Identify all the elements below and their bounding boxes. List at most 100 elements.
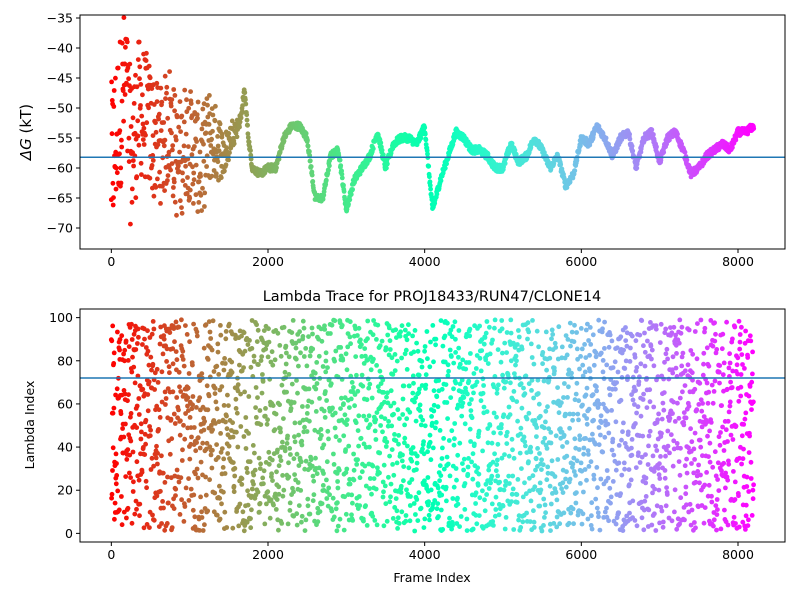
lambda-point — [451, 484, 457, 490]
lambda-point — [489, 440, 495, 446]
lambda-point — [643, 494, 649, 499]
lambda-point — [583, 327, 589, 333]
lambda-point — [669, 518, 675, 524]
x-tick-label: 6000 — [565, 547, 597, 562]
lambda-point — [542, 435, 548, 441]
lambda-point — [477, 495, 483, 501]
lambda-point — [170, 389, 176, 395]
y-tick-label: −45 — [47, 71, 73, 86]
lambda-point — [630, 397, 636, 403]
lambda-point — [333, 434, 339, 440]
lambda-point — [372, 518, 378, 523]
lambda-point — [185, 395, 191, 401]
lambda-point — [356, 325, 362, 331]
delta-g-point — [246, 139, 252, 145]
lambda-point — [160, 351, 166, 357]
lambda-point — [686, 445, 691, 451]
lambda-point — [586, 338, 591, 343]
lambda-point — [706, 389, 712, 395]
delta-g-point — [185, 175, 190, 180]
lambda-point — [738, 384, 744, 390]
lambda-point — [347, 405, 352, 410]
delta-g-point — [131, 101, 137, 106]
delta-g-point — [162, 188, 168, 194]
lambda-point — [574, 330, 579, 335]
lambda-point — [164, 359, 170, 364]
lambda-point — [705, 400, 711, 406]
lambda-point — [722, 507, 727, 513]
lambda-point — [153, 455, 159, 461]
delta-g-points — [108, 15, 757, 227]
lambda-point — [650, 453, 656, 459]
lambda-point — [519, 466, 524, 471]
delta-g-point — [305, 137, 310, 143]
lambda-point — [662, 359, 667, 365]
lambda-point — [402, 327, 408, 333]
delta-g-point — [551, 161, 557, 166]
lambda-point — [347, 334, 353, 340]
delta-g-point — [194, 112, 200, 117]
lambda-point — [152, 370, 158, 376]
lambda-point — [352, 403, 357, 409]
lambda-point — [653, 326, 659, 332]
lambda-point — [642, 330, 647, 336]
delta-g-point — [218, 175, 224, 181]
lambda-point — [337, 516, 343, 522]
lambda-point — [556, 410, 562, 416]
lambda-point — [560, 480, 566, 486]
lambda-point — [237, 362, 242, 368]
lambda-point — [718, 526, 724, 532]
delta-g-point — [326, 167, 331, 173]
lambda-point — [486, 486, 492, 491]
lambda-point — [366, 385, 372, 391]
delta-g-point — [385, 161, 390, 167]
lambda-point — [645, 462, 651, 467]
lambda-point — [125, 358, 131, 363]
lambda-point — [444, 454, 450, 460]
lambda-point — [446, 368, 451, 374]
lambda-point — [383, 345, 389, 351]
lambda-point — [566, 384, 571, 390]
lambda-point — [694, 407, 700, 413]
lambda-point — [750, 371, 755, 377]
lambda-point — [607, 392, 613, 398]
lambda-point — [637, 332, 643, 338]
lambda-point — [393, 438, 399, 443]
lambda-point — [664, 492, 670, 497]
lambda-point — [481, 404, 487, 410]
delta-g-point — [170, 193, 176, 199]
delta-g-point — [370, 146, 376, 152]
lambda-point — [725, 522, 731, 528]
lambda-point — [460, 400, 466, 406]
lambda-point — [427, 364, 433, 370]
lambda-point — [377, 470, 382, 476]
lambda-point — [664, 485, 669, 490]
lambda-point — [369, 395, 375, 401]
lambda-point — [136, 477, 142, 483]
lambda-point — [304, 429, 310, 434]
lambda-point — [306, 386, 312, 392]
lambda-point — [514, 358, 519, 364]
lambda-point — [607, 332, 613, 338]
lambda-point — [629, 445, 634, 451]
lambda-point — [560, 444, 565, 449]
x-tick-label: 0 — [107, 547, 115, 562]
lambda-point — [413, 418, 419, 424]
lambda-point — [445, 416, 450, 421]
lambda-point — [472, 441, 477, 447]
lambda-point — [733, 521, 738, 526]
delta-g-point — [156, 111, 162, 117]
delta-g-point — [245, 131, 251, 137]
lambda-point — [297, 329, 302, 335]
lambda-point — [599, 420, 604, 425]
delta-g-point — [227, 150, 232, 156]
lambda-point — [585, 448, 591, 453]
lambda-point — [629, 452, 635, 458]
lambda-point — [404, 487, 409, 493]
lambda-point — [578, 326, 584, 331]
lambda-point — [310, 346, 316, 352]
delta-g-point — [183, 131, 189, 137]
lambda-point — [591, 476, 597, 482]
lambda-point — [704, 419, 710, 425]
lambda-point — [506, 453, 512, 459]
